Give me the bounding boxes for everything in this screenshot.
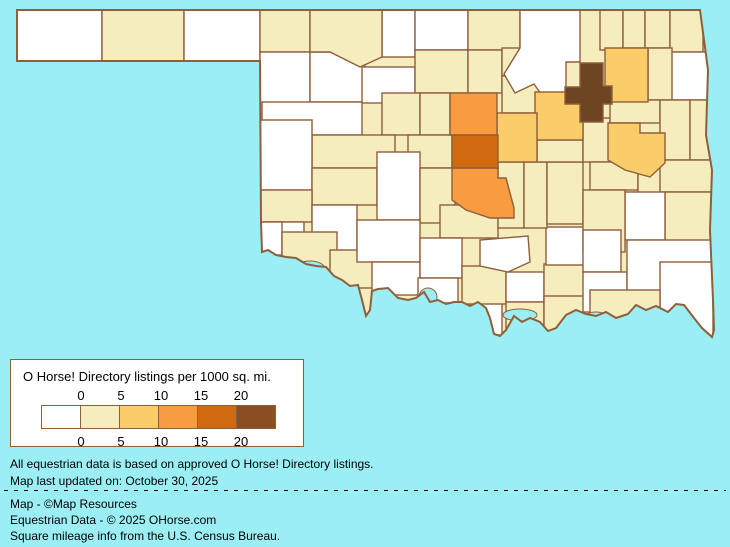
county-jefferson [417,277,459,314]
legend-swatches [41,405,276,429]
county-nowata [622,10,646,49]
county-mayes [647,47,673,101]
legend-swatch-3 [158,405,198,429]
county-seminole [523,161,548,229]
county-kay [467,10,521,51]
legend-ticks-bottom: 0 5 10 15 20 [41,434,281,449]
county-delaware [667,51,711,101]
county-garvin [479,235,531,273]
county-beckham [259,189,313,223]
county-murray [505,271,545,303]
county-muskogee [607,122,666,178]
map-legend: O Horse! Directory listings per 1000 sq.… [10,359,304,449]
legend-tick: 10 [153,434,169,449]
county-woods [309,10,383,68]
county-harper [259,10,311,53]
legend-ticks-top: 0 5 10 15 20 [41,388,281,403]
county-noble [467,49,503,94]
legend-color-ramp: 0 5 10 15 20 0 5 10 15 20 [41,388,281,449]
county-kingfisher [419,92,451,136]
legend-title: O Horse! Directory listings per 1000 sq.… [23,369,271,384]
county-ottawa [669,10,704,53]
county-cimarron [17,10,103,62]
county-tulsa [564,62,613,123]
county-mccurtain [659,261,714,337]
last-updated-note: Map last updated on: October 30, 2025 [10,474,219,488]
dashed-divider [4,490,726,491]
state-outline [16,9,716,339]
county-blaine [381,92,421,136]
county-stephens [419,237,463,279]
county-grant [414,10,469,51]
county-cleveland [451,167,515,219]
county-hughes [546,161,584,225]
census-credit: Square mileage info from the U.S. Census… [10,529,281,543]
legend-swatch-5 [236,405,276,429]
county-washington [599,10,624,51]
county-washita [311,167,378,206]
county-lincoln [496,112,538,163]
legend-tick: 15 [193,434,209,449]
legend-swatch-0 [41,405,81,429]
county-caddo [376,151,421,221]
legend-tick: 15 [193,388,209,403]
legend-tick: 5 [117,388,125,403]
legend-swatch-4 [197,405,237,429]
county-roger-mills [259,119,313,191]
legend-tick: 5 [117,434,125,449]
data-source-note: All equestrian data is based on approved… [10,457,374,471]
county-cotton [371,261,421,296]
county-wagoner [609,99,661,124]
county-choctaw [589,289,661,325]
legend-tick: 20 [233,434,249,449]
county-okfuskee [536,139,584,163]
county-carter [461,265,507,305]
county-sequoyah [659,159,713,193]
legend-swatch-1 [80,405,120,429]
legend-tick: 0 [77,388,85,403]
legend-tick: 10 [153,388,169,403]
lake [294,260,326,278]
legend-tick: 0 [77,434,85,449]
county-logan [449,92,498,136]
oklahoma-choropleth-map [16,9,716,339]
county-coal [582,229,622,273]
county-latimer [624,191,666,241]
county-beaver [183,10,261,62]
county-comanche [356,219,421,263]
county-texas [101,10,185,62]
county-okmulgee [582,117,611,163]
legend-swatch-2 [119,405,159,429]
map-credit: Map - ©Map Resources [10,497,137,511]
county-craig [644,10,671,49]
county-alfalfa [381,10,416,58]
county-oklahoma [451,134,499,169]
county-garfield [414,49,469,94]
county-layer [17,10,714,337]
data-credit: Equestrian Data - © 2025 OHorse.com [10,513,217,527]
legend-tick: 20 [233,388,249,403]
county-pontotoc [545,226,585,266]
